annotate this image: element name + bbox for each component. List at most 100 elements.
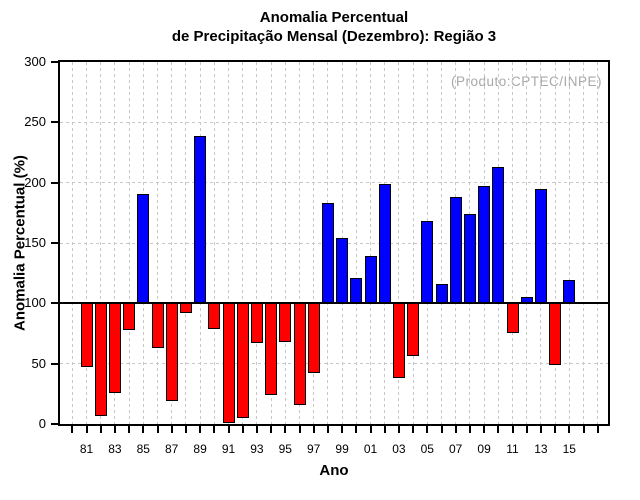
x-tick-label: 13 bbox=[534, 442, 548, 456]
bar-99 bbox=[336, 238, 349, 304]
x-tick bbox=[412, 426, 415, 433]
h-gridline bbox=[60, 242, 608, 244]
y-tick-label: 0 bbox=[38, 416, 46, 431]
x-tick bbox=[298, 426, 301, 433]
bar-87 bbox=[165, 303, 178, 402]
bar-00 bbox=[350, 277, 363, 304]
bar-84 bbox=[123, 303, 136, 330]
bar-14 bbox=[549, 303, 562, 365]
bar-94 bbox=[265, 303, 278, 396]
x-tick bbox=[454, 426, 457, 433]
bar-83 bbox=[108, 303, 121, 393]
x-tick-label: 03 bbox=[392, 442, 406, 456]
x-tick-label: 93 bbox=[250, 442, 264, 456]
x-tick-label: 15 bbox=[562, 442, 576, 456]
y-tick-label: 50 bbox=[31, 355, 46, 371]
x-tick bbox=[312, 426, 315, 433]
x-tick bbox=[341, 426, 344, 433]
chart-title: Anomalia Percentual de Precipitação Mens… bbox=[58, 8, 610, 46]
y-tick bbox=[51, 242, 58, 244]
x-tick bbox=[525, 426, 528, 433]
y-tick-label: 200 bbox=[24, 174, 46, 190]
x-tick bbox=[426, 426, 429, 433]
x-tick bbox=[241, 426, 244, 433]
x-tick bbox=[156, 426, 159, 433]
x-tick bbox=[483, 426, 486, 433]
x-tick-label: 91 bbox=[221, 442, 236, 456]
y-tick-label: 250 bbox=[24, 114, 46, 130]
bar-93 bbox=[250, 303, 263, 344]
x-tick bbox=[326, 426, 329, 433]
x-tick-label: 99 bbox=[335, 442, 349, 456]
bar-90 bbox=[208, 303, 221, 329]
x-tick-label: 83 bbox=[108, 442, 122, 456]
x-tick-label: 89 bbox=[193, 442, 207, 456]
x-tick bbox=[554, 426, 557, 433]
x-tick bbox=[99, 426, 102, 433]
x-tick-label: 05 bbox=[420, 442, 434, 456]
x-tick bbox=[128, 426, 131, 433]
chart-title-line2: de Precipitação Mensal (Dezembro): Regiã… bbox=[171, 28, 497, 45]
bar-05 bbox=[421, 221, 434, 304]
bar-86 bbox=[151, 303, 164, 348]
bar-04 bbox=[407, 303, 420, 357]
bar-12 bbox=[520, 297, 533, 304]
x-tick bbox=[355, 426, 358, 433]
x-tick-label: 97 bbox=[307, 442, 321, 456]
h-gridline bbox=[60, 182, 608, 184]
h-gridline bbox=[60, 363, 608, 365]
x-tick bbox=[539, 426, 542, 433]
x-tick bbox=[184, 426, 187, 433]
x-tick-label: 95 bbox=[278, 442, 292, 456]
plot-area: (Produto:CPTEC/INPE) 0501001502002503008… bbox=[24, 55, 610, 456]
y-tick-label: 100 bbox=[24, 295, 46, 311]
bar-96 bbox=[293, 303, 306, 405]
bar-91 bbox=[222, 303, 235, 423]
x-tick bbox=[383, 426, 386, 433]
x-tick bbox=[199, 426, 202, 433]
x-tick bbox=[270, 426, 273, 433]
bar-82 bbox=[94, 303, 107, 416]
x-tick bbox=[113, 426, 116, 433]
bar-85 bbox=[137, 193, 150, 304]
y-tick bbox=[51, 362, 58, 365]
x-tick bbox=[71, 426, 74, 433]
bar-11 bbox=[506, 303, 519, 334]
bar-97 bbox=[307, 303, 320, 374]
baseline-100 bbox=[60, 302, 608, 305]
x-tick bbox=[596, 426, 599, 433]
bar-03 bbox=[392, 303, 405, 379]
bar-10 bbox=[492, 166, 505, 304]
y-tick bbox=[51, 61, 58, 63]
bar-01 bbox=[364, 256, 377, 304]
x-tick-label: 01 bbox=[363, 442, 378, 456]
x-tick bbox=[440, 426, 443, 433]
x-tick bbox=[227, 426, 230, 433]
x-tick-label: 09 bbox=[477, 442, 491, 456]
y-tick bbox=[51, 423, 58, 425]
chart-title-line1: Anomalia Percentual bbox=[259, 9, 409, 26]
x-tick bbox=[468, 426, 471, 433]
bar-81 bbox=[80, 303, 93, 368]
bar-15 bbox=[563, 280, 576, 304]
bar-98 bbox=[321, 203, 334, 304]
bar-13 bbox=[534, 188, 547, 304]
x-axis-title: Ano bbox=[319, 462, 349, 479]
y-tick-label: 300 bbox=[24, 54, 46, 69]
x-tick bbox=[284, 426, 287, 433]
x-tick-label: 81 bbox=[79, 442, 94, 456]
bar-02 bbox=[378, 183, 391, 304]
x-tick bbox=[369, 426, 372, 433]
bar-07 bbox=[449, 197, 462, 304]
y-tick-label: 150 bbox=[24, 235, 46, 250]
bar-92 bbox=[236, 303, 249, 418]
x-tick bbox=[170, 426, 173, 433]
x-tick bbox=[142, 426, 145, 433]
y-tick bbox=[51, 121, 58, 124]
x-tick bbox=[497, 426, 500, 433]
x-tick-label: 11 bbox=[506, 442, 519, 456]
x-tick bbox=[568, 426, 571, 433]
bar-88 bbox=[179, 303, 192, 313]
y-tick bbox=[51, 181, 58, 184]
